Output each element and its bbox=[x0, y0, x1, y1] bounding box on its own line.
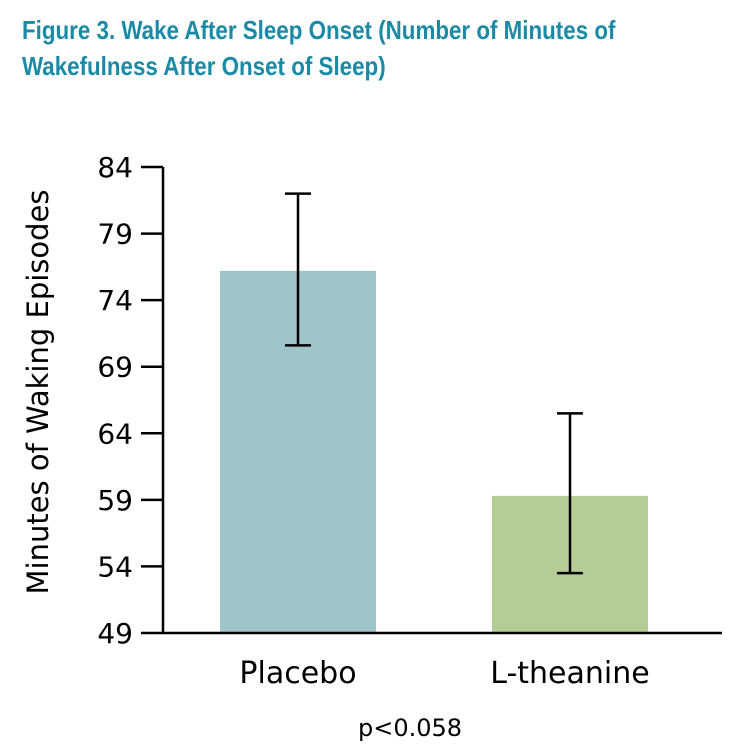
p-value-annotation: p<0.058 bbox=[358, 714, 462, 742]
y-tick-label: 84 bbox=[97, 151, 133, 184]
y-tick-label: 64 bbox=[97, 417, 133, 450]
chart-title: Figure 3. Wake After Sleep Onset (Number… bbox=[22, 12, 624, 84]
y-axis-label: Minutes of Waking Episodes bbox=[21, 190, 55, 595]
y-tick-label: 54 bbox=[97, 550, 133, 583]
x-axis-categories: Placebo L-theanine bbox=[239, 656, 649, 691]
category-label-placebo: Placebo bbox=[239, 656, 356, 691]
y-tick-label: 59 bbox=[97, 484, 133, 517]
error-bar-placebo bbox=[285, 192, 311, 347]
y-tick-label: 69 bbox=[97, 351, 133, 384]
category-label-l-theanine: L-theanine bbox=[490, 656, 649, 691]
y-tick-label: 49 bbox=[97, 617, 133, 650]
error-bar-l-theanine bbox=[557, 412, 583, 575]
y-axis-ticks: 84 79 74 69 64 59 54 49 bbox=[97, 151, 163, 650]
chart-title-line-1: Figure 3. Wake After Sleep Onset (Number… bbox=[22, 15, 616, 45]
error-bars bbox=[285, 192, 583, 575]
chart-title-line-2: Wakefulness After Onset of Sleep) bbox=[22, 51, 386, 81]
y-tick-label: 74 bbox=[97, 284, 133, 317]
bars bbox=[220, 270, 648, 633]
y-tick-label: 79 bbox=[97, 218, 133, 251]
